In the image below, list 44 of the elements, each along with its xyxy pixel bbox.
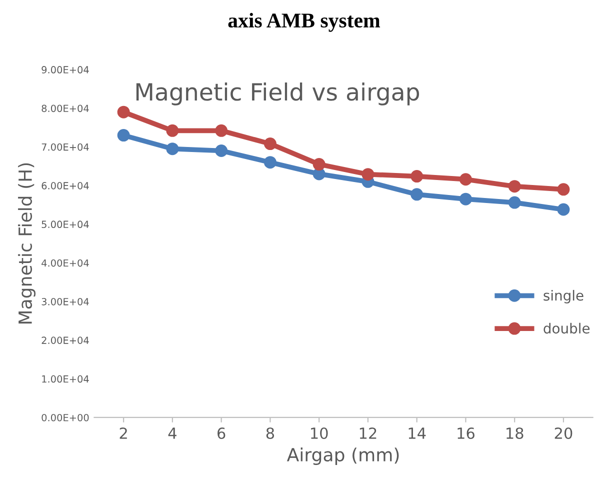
y-tick-label: 8.00E+04 [42, 104, 89, 112]
point [410, 188, 424, 201]
point [362, 168, 374, 181]
x-tick-label: 8 [266, 427, 274, 440]
y-tick-label: 6.00E+04 [42, 182, 89, 190]
point [557, 183, 570, 196]
point [312, 158, 326, 171]
point [215, 144, 228, 158]
y-tick-label: 9.00E+04 [42, 66, 89, 74]
x-tick-label: 18 [506, 427, 524, 440]
point [166, 142, 179, 156]
y-tick-label: 2.00E+04 [42, 336, 89, 344]
y-tick-label: 3.00E+04 [42, 298, 89, 306]
legend-label: single [544, 290, 584, 304]
point [117, 129, 130, 142]
x-tick-label: 4 [168, 428, 176, 439]
x-tick-label: 16 [458, 427, 474, 440]
point [117, 106, 130, 118]
point [264, 138, 276, 150]
point [459, 192, 472, 206]
x-tick-label: 12 [360, 427, 376, 439]
y-tick-label: 1.00E+04 [42, 375, 89, 383]
text: Magnetic Field vs airgap [136, 82, 420, 106]
point [410, 170, 424, 183]
point [166, 124, 179, 137]
point [459, 173, 472, 186]
point [264, 156, 276, 169]
point [508, 196, 521, 209]
x-tick-label: 20 [554, 427, 572, 440]
y-tick-label: 0.00E+00 [42, 414, 89, 422]
x-tick-label: 10 [311, 427, 328, 440]
point [508, 180, 521, 193]
x-axis-title: Airgap (mm) [286, 448, 399, 466]
text: axis AMB system [228, 12, 380, 32]
x-tick-label: 6 [218, 427, 226, 440]
y-tick-label: 7.00E+04 [42, 143, 89, 151]
y-tick-label: 4.00E+04 [42, 259, 89, 267]
y-tick-label: 5.00E+04 [42, 220, 89, 228]
point [215, 124, 228, 137]
legend-label: double [544, 322, 590, 334]
x-tick-label: 14 [408, 428, 426, 439]
x-tick-label: 2 [120, 427, 127, 439]
point [557, 203, 570, 216]
y-axis-title: Magnetic Field (H) [18, 163, 36, 324]
